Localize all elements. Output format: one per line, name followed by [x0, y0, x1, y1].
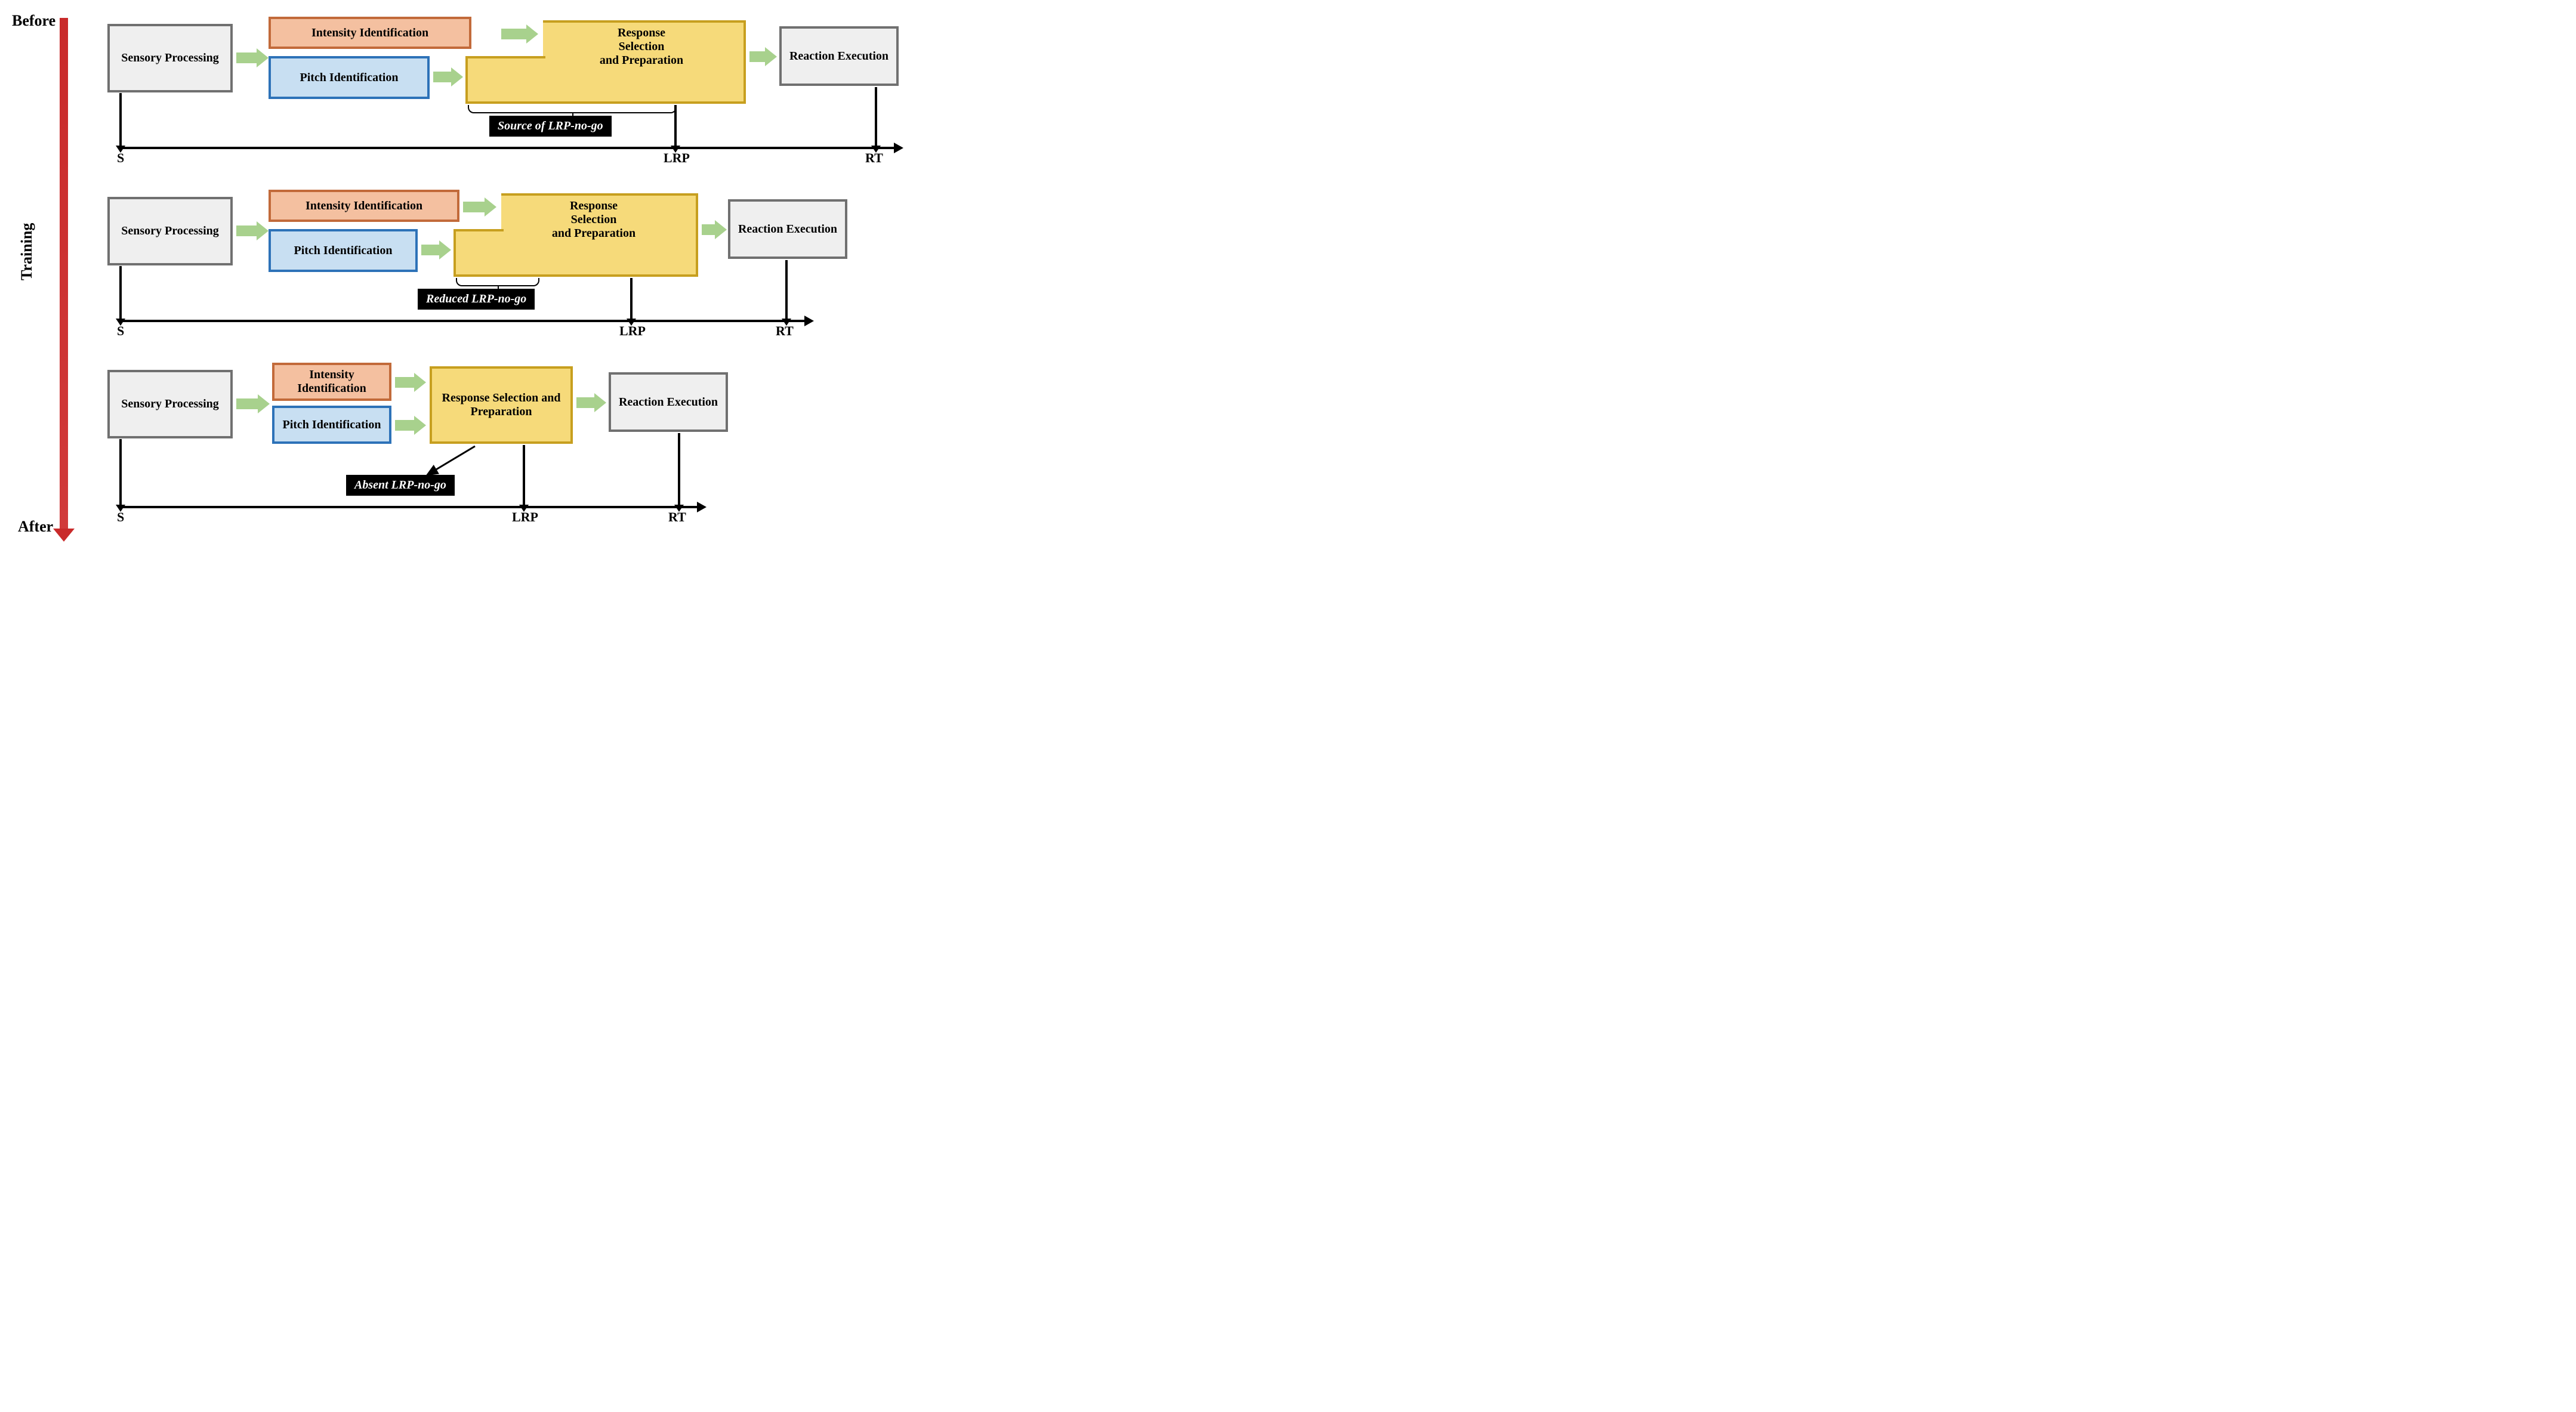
- node-pitch: Pitch Identification: [269, 229, 418, 272]
- text: Reaction Execution: [738, 223, 837, 236]
- tick-lrp: [630, 278, 633, 320]
- arrow: [236, 52, 259, 63]
- tick-rt: [785, 260, 788, 320]
- lrp-label: Absent LRP-no-go: [346, 475, 455, 496]
- node-reaction: Reaction Execution: [728, 199, 847, 259]
- timeline: [119, 147, 895, 149]
- text: Response Selection and Preparation: [436, 391, 567, 419]
- arrow: [463, 202, 487, 212]
- label-training: Training: [18, 223, 36, 280]
- tick-s: [119, 439, 122, 506]
- brace: [468, 105, 677, 113]
- tick-label-s: S: [117, 509, 124, 525]
- arrow: [749, 51, 767, 62]
- arrow: [501, 29, 529, 39]
- tick-label-s: S: [117, 150, 124, 166]
- tick-label-rt: RT: [776, 323, 794, 339]
- timeline: [119, 506, 698, 508]
- arrow: [576, 397, 597, 408]
- label-before: Before: [12, 12, 55, 30]
- tick-label-s: S: [117, 323, 124, 339]
- training-flowchart: Before Training After Sensory Processing…: [12, 12, 907, 549]
- text: Reaction Execution: [789, 50, 889, 63]
- text: Sensory Processing: [121, 51, 219, 65]
- arrow: [702, 224, 717, 235]
- arrow: [421, 245, 442, 255]
- node-intensity: Intensity Identification: [269, 190, 459, 222]
- tick-label-lrp: LRP: [512, 509, 538, 525]
- tick-label-rt: RT: [865, 150, 883, 166]
- node-pitch: Pitch Identification: [272, 406, 391, 444]
- text: Reaction Execution: [619, 396, 718, 409]
- tick-rt: [678, 433, 680, 506]
- tick-label-lrp: LRP: [619, 323, 646, 339]
- arrow: [395, 377, 417, 388]
- tick-label-rt: RT: [668, 509, 686, 525]
- lrp-label: Reduced LRP-no-go: [418, 289, 535, 310]
- text: Source of LRP-no-go: [498, 119, 603, 133]
- node-response-main: [543, 20, 746, 104]
- arrow: [395, 420, 417, 431]
- tick-lrp: [523, 445, 525, 506]
- text: Pitch Identification: [300, 71, 399, 85]
- node-sensory: Sensory Processing: [107, 24, 233, 92]
- text: Sensory Processing: [121, 224, 219, 238]
- node-sensory: Sensory Processing: [107, 370, 233, 438]
- node-response-main: [501, 193, 698, 277]
- node-pitch: Pitch Identification: [269, 56, 430, 99]
- text: Intensity Identification: [306, 199, 422, 213]
- timeline: [119, 320, 806, 322]
- node-intensity: Intensity Identification: [272, 363, 391, 401]
- arrow: [236, 398, 260, 409]
- text: Pitch Identification: [294, 244, 393, 258]
- panel-after: Sensory Processing Intensity Identificat…: [84, 358, 895, 525]
- arrow: [433, 72, 454, 82]
- text: Intensity Identification: [311, 26, 428, 40]
- tick-lrp: [674, 105, 677, 147]
- tick-label-lrp: LRP: [664, 150, 690, 166]
- node-sensory: Sensory Processing: [107, 197, 233, 265]
- node-reaction: Reaction Execution: [609, 372, 728, 432]
- text: Intensity Identification: [278, 368, 385, 396]
- training-arrow: [60, 18, 68, 531]
- text: Sensory Processing: [121, 397, 219, 411]
- arrow: [236, 225, 259, 236]
- node-response: Response Selection and Preparation: [430, 366, 573, 444]
- node-intensity: Intensity Identification: [269, 17, 471, 49]
- lrp-label: Source of LRP-no-go: [489, 116, 612, 137]
- tick-s: [119, 266, 122, 320]
- panel-training: Sensory Processing Intensity Identificat…: [84, 185, 895, 334]
- brace: [456, 278, 539, 286]
- panel-before: Sensory Processing Intensity Identificat…: [84, 12, 895, 161]
- node-response-ext: [465, 56, 545, 104]
- label-after: After: [18, 518, 53, 536]
- text: Absent LRP-no-go: [354, 478, 446, 492]
- tick-s: [119, 93, 122, 147]
- text: Reduced LRP-no-go: [426, 292, 526, 306]
- text: Pitch Identification: [283, 418, 381, 432]
- node-response-ext: [454, 229, 504, 277]
- node-reaction: Reaction Execution: [779, 26, 899, 86]
- tick-rt: [875, 87, 877, 147]
